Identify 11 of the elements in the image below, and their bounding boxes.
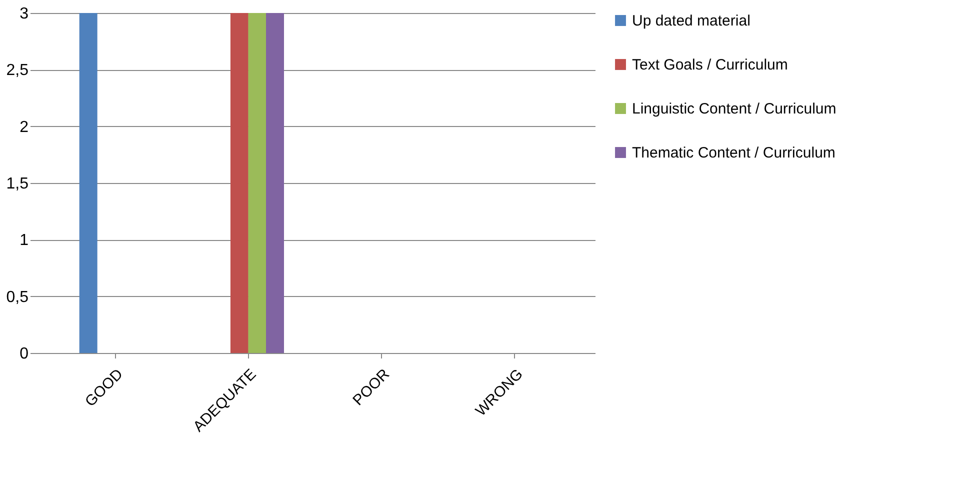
legend-label: Linguistic Content / Curriculum xyxy=(632,100,836,118)
y-tick-label: 0 xyxy=(20,346,29,362)
y-tick-label: 2 xyxy=(20,118,29,136)
legend-label: Up dated material xyxy=(632,12,750,30)
legend-label: Thematic Content / Curriculum xyxy=(632,144,836,162)
y-tick-label: 1 xyxy=(20,232,29,250)
y-tick-label: 1,5 xyxy=(6,176,29,192)
y-tick-label: 3 xyxy=(20,6,29,22)
y-tick-label: 2,5 xyxy=(6,62,29,80)
y-tick-label: 0,5 xyxy=(6,288,29,306)
legend-label: Text Goals / Curriculum xyxy=(632,56,788,74)
